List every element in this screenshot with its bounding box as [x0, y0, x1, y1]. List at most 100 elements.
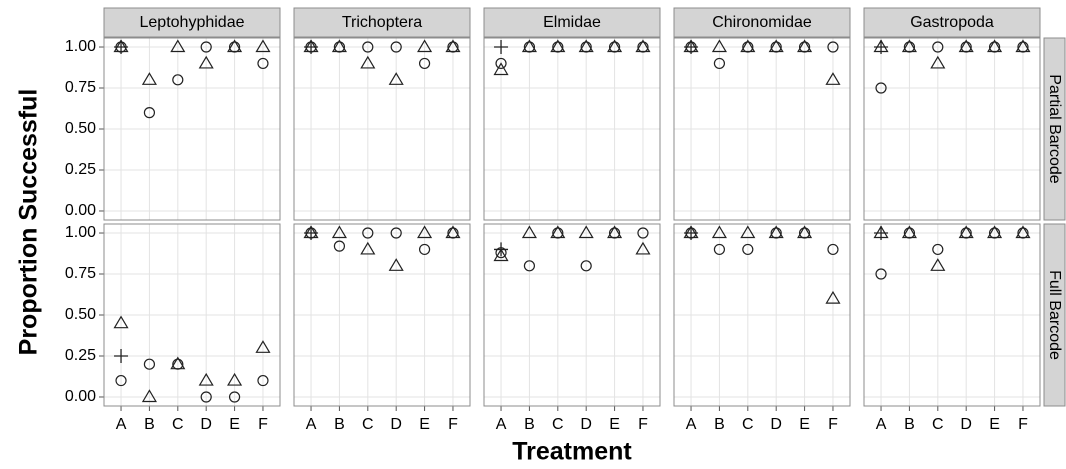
- point-circle: [875, 82, 887, 94]
- x-tick-label: B: [144, 416, 155, 433]
- point-triangle: [388, 72, 404, 85]
- x-tick-label: F: [258, 416, 268, 433]
- point-triangle: [445, 39, 461, 53]
- point-circle: [875, 268, 887, 280]
- point-triangle: [1015, 225, 1031, 239]
- y-axis-label: Proportion Successful: [15, 89, 43, 356]
- point-triangle: [550, 225, 566, 239]
- point-triangle: [227, 372, 243, 386]
- point-triangle: [578, 39, 594, 53]
- panel-border: [673, 37, 851, 221]
- point-plus: [684, 226, 699, 241]
- point-circle: [523, 260, 536, 272]
- point-circle: [742, 243, 754, 256]
- x-tick-label: A: [496, 416, 507, 433]
- x-tick-label: F: [1018, 416, 1028, 433]
- point-plus: [874, 40, 889, 55]
- point-triangle: [521, 39, 537, 53]
- facet-strip: [103, 7, 281, 38]
- x-tick-label: F: [448, 416, 458, 433]
- point-triangle: [987, 39, 1003, 53]
- x-tick-label: D: [580, 416, 592, 433]
- point-triangle: [635, 241, 651, 255]
- facet-label: Elmidae: [543, 14, 601, 31]
- point-plus: [684, 40, 699, 55]
- point-circle: [390, 227, 402, 239]
- x-tick-label: A: [876, 416, 887, 433]
- point-circle: [932, 41, 944, 53]
- point-triangle: [987, 225, 1003, 239]
- point-circle: [143, 107, 156, 119]
- point-triangle: [445, 225, 461, 239]
- x-tick-label: A: [116, 416, 127, 433]
- x-tick-label: C: [742, 416, 754, 433]
- point-triangle: [768, 225, 784, 239]
- point-triangle: [550, 39, 566, 53]
- x-tick-label: D: [390, 416, 402, 433]
- panel-border: [103, 223, 281, 407]
- y-tick-label: 0.25: [65, 161, 96, 178]
- point-triangle: [141, 389, 157, 403]
- x-tick-label: C: [172, 416, 184, 433]
- point-circle: [827, 243, 839, 256]
- point-plus: [874, 226, 889, 241]
- point-triangle: [170, 39, 186, 53]
- x-tick-label: A: [686, 416, 697, 433]
- y-tick-label: 0.25: [65, 347, 96, 364]
- point-triangle: [607, 225, 623, 239]
- x-tick-label: E: [229, 416, 240, 433]
- point-circle: [932, 243, 944, 256]
- panel-border: [293, 37, 471, 221]
- point-circle: [228, 391, 241, 403]
- facet-strip: [483, 7, 661, 38]
- y-tick-label: 0.75: [65, 79, 96, 96]
- facet-label: Full Barcode: [1046, 270, 1063, 360]
- point-triangle: [198, 55, 214, 69]
- point-triangle: [113, 315, 129, 329]
- point-triangle: [607, 39, 623, 53]
- x-tick-label: D: [200, 416, 212, 433]
- point-plus: [304, 40, 319, 55]
- point-triangle: [417, 39, 433, 53]
- facet-label: Partial Barcode: [1046, 74, 1063, 183]
- point-triangle: [331, 225, 347, 239]
- x-tick-label: E: [419, 416, 430, 433]
- point-triangle: [360, 55, 376, 69]
- point-plus: [114, 348, 129, 363]
- x-tick-label: C: [362, 416, 374, 433]
- point-circle: [418, 243, 431, 256]
- x-tick-label: E: [989, 416, 1000, 433]
- point-circle: [172, 74, 184, 86]
- point-triangle: [360, 241, 376, 255]
- point-circle: [362, 227, 374, 239]
- y-tick-label: 1.00: [65, 38, 96, 55]
- point-triangle: [227, 39, 243, 53]
- point-triangle: [170, 356, 186, 370]
- point-triangle: [958, 225, 974, 239]
- facet-strip: [1043, 223, 1066, 407]
- x-tick-label: A: [306, 416, 317, 433]
- x-tick-label: C: [932, 416, 944, 433]
- point-triangle: [255, 340, 271, 353]
- point-circle: [495, 57, 507, 70]
- point-circle: [200, 391, 212, 403]
- point-triangle: [1015, 39, 1031, 53]
- point-triangle: [797, 39, 813, 53]
- point-circle: [200, 41, 212, 53]
- y-tick-label: 0.50: [65, 120, 96, 137]
- point-triangle: [930, 258, 946, 271]
- point-circle: [637, 227, 649, 239]
- point-triangle: [141, 72, 157, 85]
- point-triangle: [521, 225, 537, 239]
- x-tick-label: E: [609, 416, 620, 433]
- point-triangle: [958, 39, 974, 53]
- point-circle: [115, 374, 127, 387]
- facet-strip: [863, 7, 1041, 38]
- y-tick-label: 0.75: [65, 265, 96, 282]
- y-tick-label: 0.50: [65, 306, 96, 323]
- point-triangle: [578, 225, 594, 239]
- y-tick-label: 0.00: [65, 388, 96, 405]
- x-tick-label: B: [334, 416, 345, 433]
- point-circle: [333, 240, 346, 252]
